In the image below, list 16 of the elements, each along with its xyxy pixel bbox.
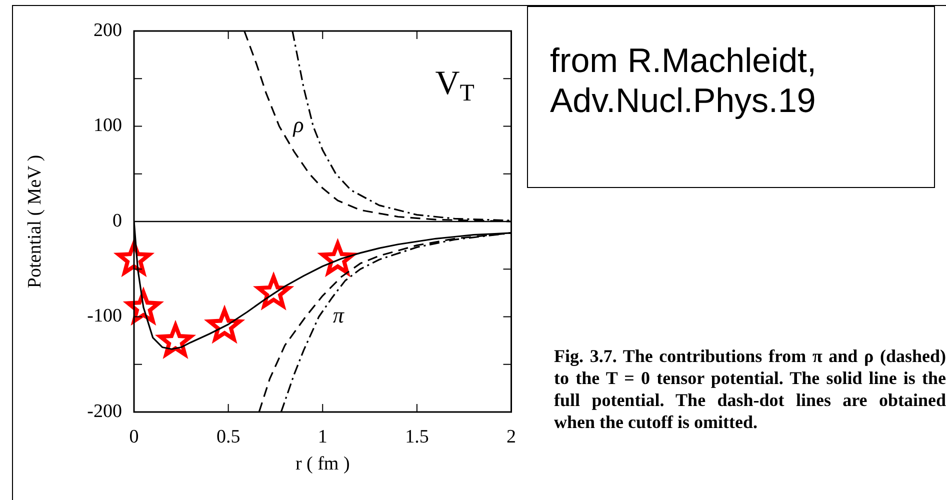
x-axis-title: r ( fm )	[295, 454, 350, 475]
x-tick-label: 0.5	[216, 426, 240, 448]
y-tick-label: 100	[94, 115, 122, 136]
x-tick-label: 1.5	[405, 426, 429, 448]
caption: Fig. 3.7. The contributions from π and ρ (dashed) to the T = 0 tensor potential. The solid line is the full potential. The dash-dot lines are obtained when the cutoff is omitted.	[554, 345, 946, 433]
y-tick-label: 0	[112, 210, 122, 232]
y-axis-title: Potential ( MeV )	[24, 154, 46, 288]
series-label: ρ	[292, 112, 304, 138]
y-tick-label: 200	[94, 20, 122, 41]
y-tick-label: -100	[87, 306, 122, 327]
text: from R.Machleidt, Adv.Nucl.Phys.19	[527, 6, 935, 188]
series-label: π	[332, 302, 345, 328]
x-tick-label: 1	[318, 426, 328, 448]
x-tick-label: 2	[506, 426, 516, 448]
y-tick-label: -200	[87, 400, 122, 422]
x-tick-label: 0	[129, 426, 139, 448]
